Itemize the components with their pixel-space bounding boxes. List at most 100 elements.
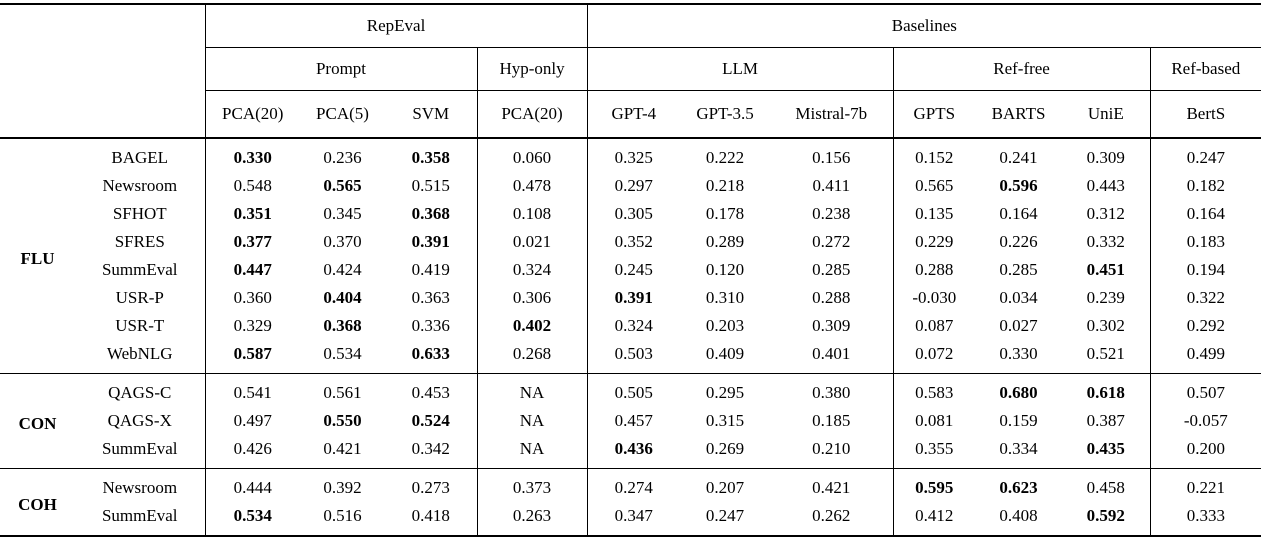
value-cell: 0.424 xyxy=(323,260,362,279)
value-cell: 0.120 xyxy=(705,260,745,279)
value-cell: 0.534 xyxy=(323,344,362,363)
value-cell: 0.194 xyxy=(1149,256,1261,284)
column-header-pca20-prompt: PCA(20) xyxy=(204,90,300,139)
value-cell: 0.288 xyxy=(812,288,851,307)
value-cell: 0.373 xyxy=(476,468,588,502)
value-cell: 0.060 xyxy=(476,138,588,172)
value-cell: 0.550 xyxy=(323,411,362,430)
value-cell: 0.221 xyxy=(1149,468,1261,502)
dataset-label: WebNLG xyxy=(106,344,173,363)
value-cell: 0.345 xyxy=(323,204,362,223)
value-cell: 0.108 xyxy=(476,200,588,228)
value-cell: 0.548 xyxy=(204,172,300,200)
header-corner xyxy=(0,4,205,48)
header-group-baselines: Baselines xyxy=(586,4,1261,48)
value-cell: 0.411 xyxy=(812,176,851,195)
header-subgroup-prompt: Prompt xyxy=(204,47,477,91)
value-cell: 0.203 xyxy=(705,316,745,335)
value-cell: 0.435 xyxy=(1086,439,1125,458)
header-subgroup-ref-free: Ref-free xyxy=(892,47,1151,91)
table-row: COH Newsroom 0.444 0.392 0.273 0.373 0.274 0.20… xyxy=(0,468,1261,514)
table-row: FLU BAGEL 0.330 0.236 0.358 0.060 0.325 0.222 0.… xyxy=(0,138,1261,268)
value-cell: 0.368 xyxy=(323,316,362,335)
value-cell: 0.305 xyxy=(586,200,681,228)
value-cell: 0.419 xyxy=(411,260,450,279)
value-cell: 0.306 xyxy=(476,284,588,312)
value-cell: 0.245 xyxy=(586,256,681,284)
value-cell: 0.336 xyxy=(411,316,450,335)
table-row: SummEval 0.447 0.424 0.419 0.324 0.245 0.120 0.… xyxy=(0,256,1261,284)
value-cell: 0.309 xyxy=(812,316,851,335)
value-cell: 0.315 xyxy=(705,411,745,430)
dataset-label: BAGEL xyxy=(111,148,169,167)
value-cell: 0.072 xyxy=(892,340,976,374)
value-cell: 0.247 xyxy=(705,506,745,525)
value-cell: 0.182 xyxy=(1149,172,1261,200)
value-cell: 0.355 xyxy=(892,435,976,469)
header-corner xyxy=(0,90,205,139)
value-cell: 0.457 xyxy=(586,407,681,435)
group-label: COH xyxy=(18,494,57,514)
table-row: USR-P 0.360 0.404 0.363 0.306 0.391 0.310 0.288… xyxy=(0,284,1261,312)
value-cell: 0.592 xyxy=(1086,506,1125,525)
header-row-groups: RepEval Baselines xyxy=(0,4,1261,48)
value-cell: 0.207 xyxy=(705,478,745,497)
value-cell: 0.239 xyxy=(1086,288,1125,307)
column-header-gpt4: GPT-4 xyxy=(586,90,681,139)
value-cell: 0.312 xyxy=(1086,204,1125,223)
value-cell: 0.412 xyxy=(892,502,976,536)
dataset-label: SummEval xyxy=(101,260,178,279)
value-cell: 0.332 xyxy=(1086,232,1125,251)
value-cell: 0.623 xyxy=(999,478,1038,497)
value-cell: -0.057 xyxy=(1149,407,1261,435)
value-cell: 0.302 xyxy=(1086,316,1125,335)
value-cell: 0.521 xyxy=(1086,344,1125,363)
value-cell: 0.309 xyxy=(1086,148,1125,167)
group-label: CON xyxy=(18,413,57,433)
value-cell: 0.236 xyxy=(323,148,362,167)
value-cell: 0.524 xyxy=(411,411,450,430)
value-cell: 0.402 xyxy=(476,312,588,340)
value-cell: 0.507 xyxy=(1149,373,1261,407)
table-row: Newsroom 0.548 0.565 0.515 0.478 0.297 0.218 0.… xyxy=(0,172,1261,200)
value-cell: 0.164 xyxy=(999,204,1038,223)
table-group-coh: COH Newsroom 0.444 0.392 0.273 0.373 0.274 0.20… xyxy=(0,468,1261,536)
dataset-label: Newsroom xyxy=(102,176,178,195)
dataset-label: USR-T xyxy=(115,316,165,335)
value-cell: -0.030 xyxy=(892,284,976,312)
column-header-pca20-hyp: PCA(20) xyxy=(476,90,588,139)
value-cell: 0.152 xyxy=(892,138,976,172)
value-cell: 0.263 xyxy=(476,502,588,536)
value-cell: 0.447 xyxy=(204,256,300,284)
value-cell: 0.351 xyxy=(204,200,300,228)
value-cell: 0.565 xyxy=(892,172,976,200)
header-subgroup-hyp-only: Hyp-only xyxy=(476,47,588,91)
value-cell: NA xyxy=(476,435,588,469)
value-cell: 0.503 xyxy=(586,340,681,374)
value-cell: 0.444 xyxy=(204,468,300,502)
dataset-label: SFRES xyxy=(114,232,165,251)
value-cell: 0.285 xyxy=(812,260,851,279)
value-cell: 0.330 xyxy=(999,344,1038,363)
value-cell: NA xyxy=(476,407,588,435)
value-cell: 0.358 xyxy=(411,148,450,167)
table-row: WebNLG 0.587 0.534 0.633 0.268 0.503 0.409 0.40… xyxy=(0,340,1261,374)
value-cell: 0.478 xyxy=(476,172,588,200)
value-cell: 0.392 xyxy=(323,478,362,497)
value-cell: 0.135 xyxy=(892,200,976,228)
table-header: RepEval Baselines Prompt Hyp-only LLM Re… xyxy=(0,4,1261,139)
value-cell: 0.426 xyxy=(204,435,300,469)
value-cell: 0.421 xyxy=(323,439,362,458)
value-cell: 0.164 xyxy=(1149,200,1261,228)
value-cell: 0.226 xyxy=(999,232,1038,251)
value-cell: 0.238 xyxy=(812,204,851,223)
value-cell: 0.247 xyxy=(1149,138,1261,172)
value-cell: 0.159 xyxy=(999,411,1038,430)
header-group-repeval: RepEval xyxy=(204,4,588,48)
value-cell: 0.027 xyxy=(999,316,1038,335)
value-cell: 0.269 xyxy=(705,439,745,458)
value-cell: 0.391 xyxy=(411,232,450,251)
value-cell: 0.561 xyxy=(323,383,362,402)
value-cell: 0.274 xyxy=(586,468,681,502)
